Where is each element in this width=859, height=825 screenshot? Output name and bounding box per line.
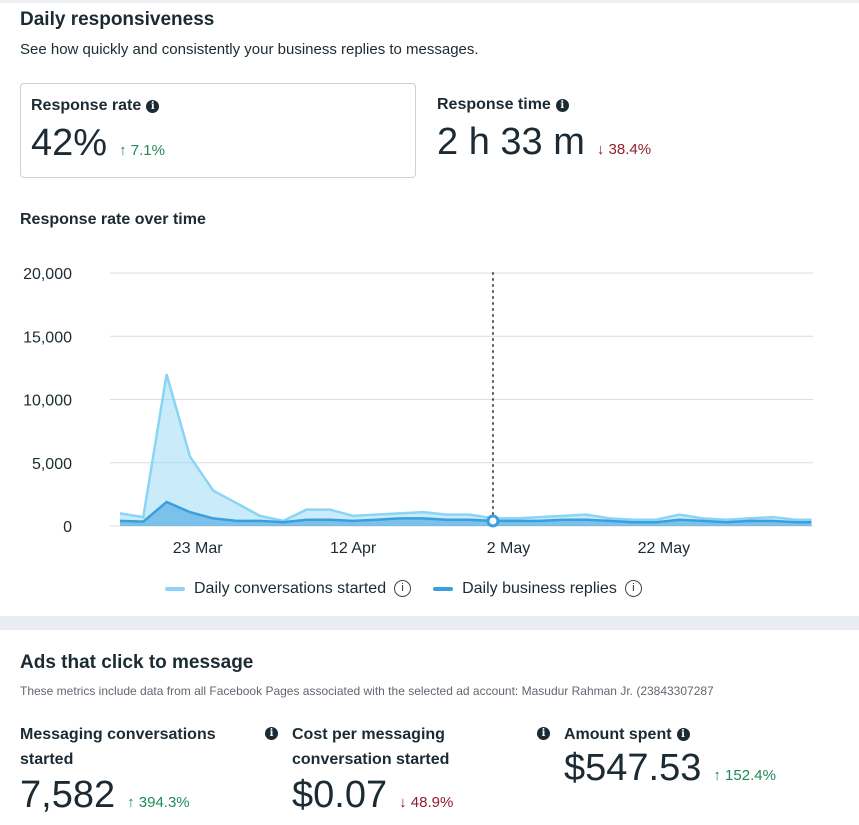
metric-label: Messaging conversations started [20,726,216,768]
info-circle-icon[interactable]: i [624,580,642,598]
ads-click-to-message-card: Ads that click to message These metrics … [0,630,859,825]
legend-swatch [433,586,454,591]
x-tick-label: 12 Apr [330,540,377,557]
x-tick-label: 2 May [487,540,531,557]
response-time-label: Response time [437,96,551,113]
series-area [120,374,812,526]
series-line [119,373,812,523]
info-icon[interactable]: i [555,98,569,112]
response-time-card[interactable]: Response time i 2 h 33 m ↓ 38.4% [437,83,837,178]
hover-point [486,514,500,528]
response-rate-label: Response rate [31,97,142,114]
x-tick-label: 23 Mar [173,540,223,557]
legend-label: Daily business replies [462,580,617,597]
arrow-up-icon: ↑ [713,767,726,784]
y-tick-label: 10,000 [23,393,72,410]
response-time-change: 38.4% [608,141,652,158]
ads-title: Ads that click to message [20,652,254,673]
metric-value: $547.53 [564,747,702,789]
response-rate-chart[interactable]: 20,000 15,000 10,000 5,000 0 23 Mar 12 Apr 2 Ma… [0,3,859,619]
metric-label: Cost per messaging conversation started [292,726,450,768]
arrow-up-icon: ↑ [127,794,139,811]
y-tick-label: 0 [63,519,72,536]
metric-label: Amount spent [564,726,672,743]
daily-responsiveness-card: Daily responsiveness See how quickly and… [0,0,859,616]
arrow-down-icon: ↓ [596,141,609,158]
metric-cost-per-conversation: Cost per messaging conversation started … [292,722,512,817]
metric-amount-spent: Amount spent i $547.53 ↑ 152.4% [564,722,844,790]
info-icon[interactable]: i [265,727,278,740]
section-title: Daily responsiveness [20,9,215,30]
metric-change: 48.9% [410,794,454,811]
chart-title: Response rate over time [20,211,206,228]
legend-item-replies[interactable]: Daily business replies i [433,580,642,598]
response-rate-card[interactable]: Response rate i 42% ↑ 7.1% [20,83,416,178]
info-icon[interactable]: i [676,728,690,741]
response-rate-change: 7.1% [130,142,165,159]
y-tick-label: 20,000 [23,266,72,283]
response-rate-value: 42% [31,122,108,164]
legend-item-conversations[interactable]: Daily conversations started i [165,580,412,598]
section-subtitle: See how quickly and consistently your bu… [20,41,479,58]
info-icon[interactable]: i [146,99,160,113]
x-tick-label: 22 May [638,540,690,557]
series-line [119,500,812,524]
info-icon[interactable]: i [537,727,550,740]
legend-swatch [165,586,185,591]
metric-change: 394.3% [138,794,190,811]
response-time-value: 2 h 33 m [437,121,585,163]
metric-change: 152.4% [725,767,776,784]
series-area [120,502,812,526]
ads-note: These metrics include data from all Face… [20,684,714,698]
metric-conversations: Messaging conversations started 7,582 ↑ 3… [20,722,235,817]
info-circle-icon[interactable]: i [394,580,412,598]
arrow-up-icon: ↑ [119,142,131,159]
y-tick-label: 15,000 [23,329,72,346]
metric-value: $0.07 [292,774,388,816]
y-tick-label: 5,000 [32,456,72,473]
legend-label: Daily conversations started [194,580,387,597]
metric-value: 7,582 [20,774,116,816]
chart-legend: Daily conversations started i Daily busin… [165,580,642,598]
arrow-down-icon: ↓ [399,794,411,811]
